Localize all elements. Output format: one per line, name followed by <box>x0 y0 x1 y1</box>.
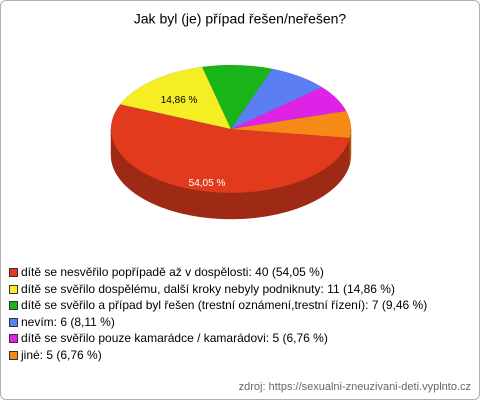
legend-label: dítě se nesvěřilo popřípadě až v dospělo… <box>21 265 324 279</box>
slice <box>119 66 232 130</box>
legend-item: dítě se svěřilo pouze kamarádce / kamará… <box>9 331 471 346</box>
legend-swatch <box>9 317 18 327</box>
chart-title: Jak byl (je) případ řešen/neřešen? <box>134 11 347 27</box>
legend-swatch <box>9 350 18 360</box>
legend-swatch <box>9 334 18 343</box>
legend-item: jiné: 5 (6,76 %) <box>9 348 471 363</box>
slice <box>230 110 352 139</box>
legend-swatch <box>9 268 18 277</box>
slice <box>201 64 273 130</box>
source: zdroj: https://sexualni-zneuzivani-deti.… <box>238 381 471 393</box>
legend-swatch <box>9 301 18 310</box>
legend-label: jiné: 5 (6,76 %) <box>21 347 102 362</box>
legend-label: dítě se svěřilo pouze kamarádce / kamará… <box>21 331 328 345</box>
legend-label: dítě se svěřilo a případ byl řešen (tres… <box>21 298 428 312</box>
legend-label: nevím: 6 (8,11 %) <box>21 314 115 329</box>
slice <box>230 68 323 130</box>
data-label: 54,05 % <box>189 178 226 189</box>
legend-label: dítě se svěřilo dospělému, další kroky n… <box>21 281 395 296</box>
slice <box>230 87 347 130</box>
legend-item: dítě se svěřilo dospělému, další kroky n… <box>9 282 471 297</box>
data-label: 14,86 % <box>161 95 198 106</box>
legend-item: nevím: 6 (8,11 %) <box>9 315 471 330</box>
legend-item: dítě se nesvěřilo popřípadě až v dospělo… <box>9 265 471 280</box>
legend-item: dítě se svěřilo a případ byl řešen (tres… <box>9 298 471 313</box>
legend: dítě se nesvěřilo popřípadě až v dospělo… <box>9 265 471 364</box>
pie-area: Jak byl (je) případ řešen/neřešen? 54,05… <box>110 11 352 220</box>
slice <box>110 104 351 194</box>
legend-swatch <box>9 284 18 294</box>
